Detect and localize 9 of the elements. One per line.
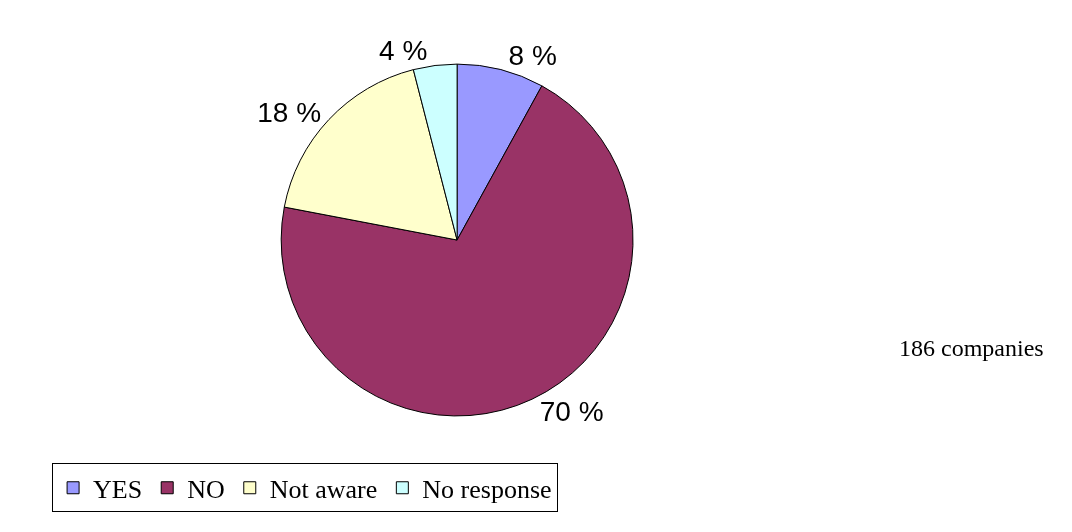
legend-label: No response <box>422 474 552 504</box>
legend-label: Not aware <box>269 474 378 504</box>
legend-label: YES <box>93 474 143 504</box>
data-label: 8 % <box>508 39 557 71</box>
legend-label: NO <box>187 474 225 504</box>
text: 186 companies <box>899 335 1044 361</box>
data-label: 18 % <box>257 96 322 128</box>
data-label: 4 % <box>379 34 428 66</box>
data-label: 70 % <box>539 396 604 428</box>
